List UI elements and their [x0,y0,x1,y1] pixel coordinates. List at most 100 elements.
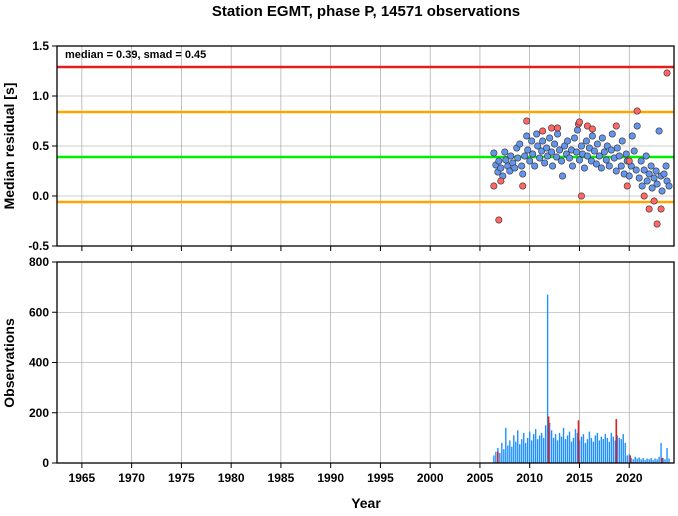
observations-bar [616,435,618,463]
residual-point [507,152,515,160]
observations-bar-highlight [615,419,618,463]
observations-bar [511,446,513,463]
residual-y-tick-label: 0.5 [32,139,49,153]
observations-bar [538,435,541,463]
x-tick-label: 2020 [616,471,643,485]
observations-bar [636,458,638,463]
x-tick-label: 1965 [69,471,96,485]
observations-bar [662,457,664,463]
observations-bar [495,451,497,463]
observations-bars [493,294,670,463]
residual-point [615,152,623,160]
observations-bar [622,434,624,463]
observations-bar [564,439,567,463]
residual-point [630,147,638,155]
residual-point [551,140,559,148]
residual-point [514,154,522,162]
observations-bar [550,430,553,463]
observations-bar [608,441,611,463]
observations-bar [568,431,571,463]
residual-point [549,162,557,170]
residual-points [490,69,673,228]
residual-y-tick-label: 0.0 [32,189,49,203]
residual-point [617,162,625,170]
residual-point [640,166,648,174]
observations-bar [556,440,559,463]
residual-point [533,130,541,138]
residual-point [497,177,505,185]
observations-bar [536,439,539,463]
residual-point [660,170,668,178]
residual-point [648,184,656,192]
observations-bar [590,437,593,463]
residual-point [645,205,653,213]
observations-bar [618,437,620,463]
residual-panel: -0.5 0.0 0.5 1.0 1.5 median = 0.39, smad = 0… [1,39,675,253]
residual-point [516,140,524,148]
residual-point [643,177,651,185]
residual-point [613,144,621,152]
observations-bar [505,427,507,463]
observations-bar [513,435,515,463]
observations-bar [620,439,622,463]
observations-bar [562,427,565,463]
residual-point [657,205,665,213]
residual-point [658,187,666,195]
residual-point [554,130,562,138]
observations-y-tick-label: 0 [42,456,49,470]
observations-bar [507,445,509,463]
residual-point [635,174,643,182]
observations-bar [493,455,495,463]
residual-point [625,172,633,180]
observations-bar [532,434,535,463]
residual-point [521,152,529,160]
observations-bar [648,459,650,463]
residual-point [647,162,655,170]
residual-point [650,197,658,205]
residual-point [663,69,671,77]
residual-point [582,137,590,145]
residual-point [546,134,554,142]
observations-bar [612,436,614,463]
observations-bar [604,434,607,463]
observations-bar [628,454,630,463]
observations-bar [666,447,668,463]
observations-bar [600,436,603,463]
residual-point [519,170,527,178]
residual-point [633,122,641,130]
residual-point [583,152,591,160]
observations-bar [527,437,529,463]
observations-bar [503,449,505,463]
observations-bar [610,432,613,463]
residual-point [652,167,660,175]
observations-bar [594,435,597,463]
x-tick-label: 1990 [317,471,344,485]
residual-point [633,107,641,115]
residual-point [523,117,531,125]
observations-bar-highlight [497,451,499,463]
residual-point [548,148,556,156]
chart-title: Station EGMT, phase P, 14571 observation… [212,3,520,20]
observations-bar [499,452,501,463]
observations-bar-highlight [547,416,550,463]
residual-point [575,156,583,164]
observations-bar [570,441,573,463]
observations-bar [584,442,587,463]
observations-bar [578,440,581,463]
observations-bar [509,440,511,463]
observations-bar [523,432,525,463]
observations-y-tick-label: 600 [29,305,49,319]
observations-bar-highlight [577,420,580,463]
residual-point [529,150,537,158]
observations-bar [534,429,537,463]
observations-bar [576,432,579,463]
residual-point [638,182,646,190]
residual-point [548,124,556,132]
observations-y-tick-label: 800 [29,255,49,269]
observations-bar [525,442,527,463]
residual-point [497,164,505,172]
residual-point [588,132,596,140]
residual-point [632,166,640,174]
residual-point [600,148,608,156]
